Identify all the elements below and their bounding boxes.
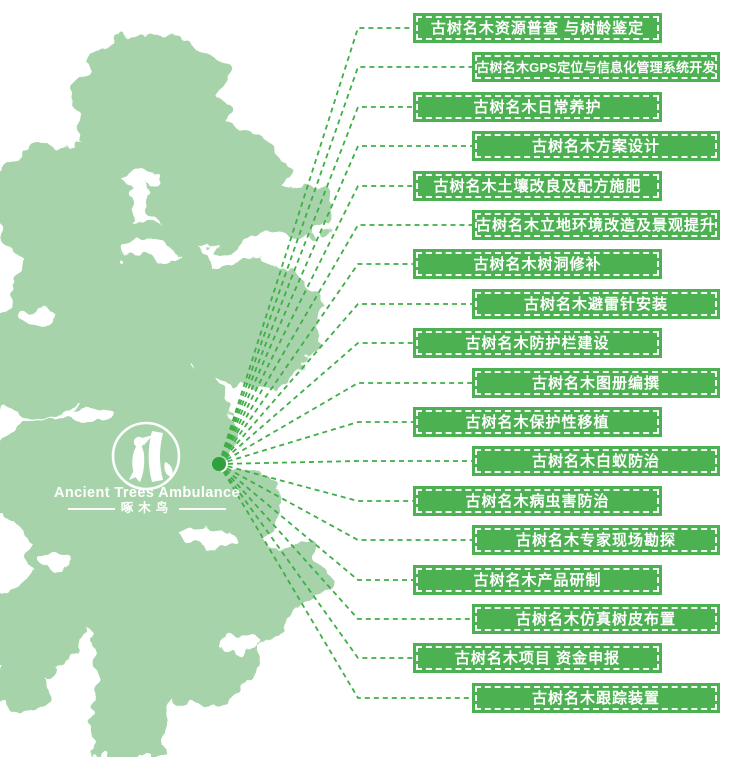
- connector-line: [218, 66, 472, 465]
- service-banner-label: 古树名木防护栏建设: [465, 334, 610, 352]
- connector-line: [218, 145, 472, 465]
- logo-circle: [111, 421, 181, 491]
- connector-line: [218, 185, 413, 465]
- connector-line: [218, 463, 472, 699]
- service-banner-label: 古树名木产品研制: [473, 571, 602, 589]
- woodpecker-logo: [111, 421, 181, 491]
- service-banner-label: 古树名木保护性移植: [465, 413, 610, 431]
- service-banner-label: 古树名木病虫害防治: [465, 492, 610, 510]
- service-banner-label: 古树名木立地环境改造及景观提升: [475, 216, 716, 234]
- trunk-slab-icon: [148, 431, 163, 482]
- connector-line: [218, 463, 472, 620]
- ancient-tree-silhouette: [0, 33, 338, 757]
- service-banner-label: 古树名木白蚁防治: [531, 452, 660, 470]
- service-banner: 古树名木防护栏建设: [413, 328, 662, 358]
- service-banner-label: 古树名木资源普查 与树龄鉴定: [430, 19, 645, 37]
- connector-line: [218, 303, 472, 465]
- connector-line: [218, 463, 413, 659]
- connectors-layer: [218, 27, 472, 699]
- leaf-icon: [164, 462, 173, 477]
- service-banner-label: 古树名木项目 资金申报: [454, 649, 621, 667]
- tree-trunk: [90, 468, 166, 757]
- service-banner: 古树名木保护性移植: [413, 407, 662, 437]
- connector-line: [218, 27, 413, 465]
- service-banner: 古树名木跟踪装置: [472, 683, 720, 713]
- service-banner: 古树名木产品研制: [413, 565, 662, 595]
- service-banner: 古树名木图册编撰: [472, 368, 720, 398]
- connector-line: [218, 463, 472, 541]
- convergence-dot: [212, 457, 226, 471]
- service-banner: 古树名木立地环境改造及景观提升: [472, 210, 720, 240]
- connector-line: [218, 463, 413, 581]
- service-banner: 古树名木方案设计: [472, 131, 720, 161]
- connector-line: [218, 263, 413, 465]
- connector-line: [218, 106, 413, 465]
- service-banner-label: 古树名木GPS定位与信息化管理系统开发: [476, 59, 716, 75]
- service-banner-label: 古树名木方案设计: [531, 137, 660, 155]
- service-banner: 古树名木白蚁防治: [472, 446, 720, 476]
- service-banner-label: 古树名木日常养护: [473, 98, 602, 116]
- service-banner: 古树名木GPS定位与信息化管理系统开发: [472, 52, 720, 82]
- connector-line: [218, 382, 472, 465]
- service-banner: 古树名木土壤改良及配方施肥: [413, 171, 662, 201]
- service-banner-label: 古树名木仿真树皮布置: [515, 610, 676, 628]
- service-banner-label: 古树名木跟踪装置: [531, 689, 660, 707]
- service-banner: 古树名木病虫害防治: [413, 486, 662, 516]
- brand-name: Ancient Trees Ambulance: [54, 485, 240, 501]
- connector-line: [218, 463, 413, 502]
- brand-zh-label: 啄木鸟: [120, 501, 174, 515]
- woodpecker-icon: [132, 443, 145, 482]
- service-banner-label: 古树名木土壤改良及配方施肥: [433, 177, 642, 195]
- connector-line: [218, 460, 472, 465]
- service-banner: 古树名木专家现场勘探: [472, 525, 720, 555]
- service-banner-label: 古树名木图册编撰: [531, 374, 660, 392]
- connector-line: [218, 342, 413, 465]
- connector-line: [218, 224, 472, 465]
- left-rule: [68, 507, 115, 510]
- service-banner: 古树名木项目 资金申报: [413, 643, 662, 673]
- service-banner: 古树名木仿真树皮布置: [472, 604, 720, 634]
- service-banner: 古树名木资源普查 与树龄鉴定: [413, 13, 662, 43]
- service-banner-label: 古树名木专家现场勘探: [515, 531, 676, 549]
- connector-line: [218, 421, 413, 465]
- service-banner-label: 古树名木避雷针安装: [523, 295, 668, 313]
- right-rule: [179, 507, 227, 510]
- service-banner: 古树名木日常养护: [413, 92, 662, 122]
- brand-name-zh: 啄木鸟: [68, 501, 227, 516]
- service-banner-label: 古树名木树洞修补: [473, 255, 602, 273]
- service-banner: 古树名木树洞修补: [413, 249, 662, 279]
- service-banner: 古树名木避雷针安装: [472, 289, 720, 319]
